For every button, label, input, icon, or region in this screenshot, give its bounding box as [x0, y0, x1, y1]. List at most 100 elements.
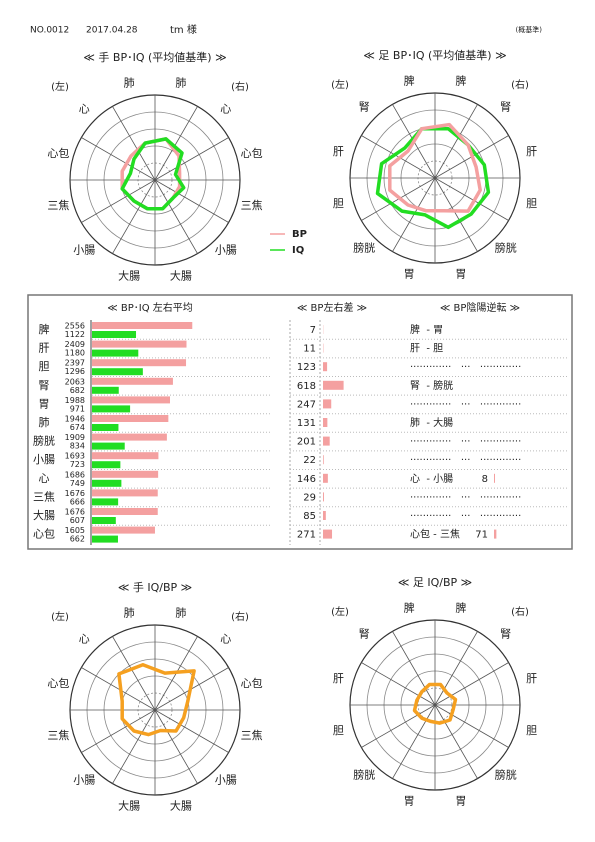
organ-name: 心	[39, 472, 50, 485]
bp-bar	[92, 470, 159, 478]
iq-value: 607	[70, 516, 85, 525]
diff-bar	[323, 511, 326, 520]
table-header: ≪ BP･IQ 左右平均	[107, 301, 193, 314]
spoke	[81, 709, 156, 753]
bp-value: 1686	[65, 470, 85, 479]
organ-name: 肺	[39, 416, 50, 429]
spoke	[434, 662, 509, 706]
axis-label: 胆	[526, 197, 537, 210]
record-number: NO.0012	[30, 26, 69, 36]
axis-label: 胃	[404, 795, 415, 808]
axis-label: 胆	[333, 724, 344, 737]
spoke	[361, 177, 436, 221]
inversion-pair: 肝 - 胆	[410, 343, 443, 355]
spoke	[434, 104, 478, 179]
inversion-value: 8	[482, 474, 488, 485]
iq-bar	[92, 517, 116, 524]
spoke	[392, 631, 436, 706]
inversion-bar	[494, 473, 495, 483]
diff-value: 123	[297, 362, 316, 373]
axis-label: 心包	[241, 147, 263, 160]
chart-title: ≪ 足 IQ/BP ≫	[398, 576, 472, 589]
bp-bar	[92, 415, 169, 422]
bp-value: 1605	[65, 526, 85, 535]
diff-bar	[323, 436, 330, 446]
iq-value: 723	[70, 460, 85, 469]
organ-name: 脾	[39, 322, 50, 336]
organ-name: 胃	[39, 397, 50, 410]
bp-value: 1676	[65, 489, 85, 498]
series-line	[117, 663, 196, 737]
iq-bar	[92, 424, 119, 431]
spoke	[361, 135, 436, 179]
diff-bar	[323, 455, 324, 465]
diff-bar	[323, 399, 332, 409]
axis-label: 脾	[404, 73, 415, 87]
diff-bar	[323, 492, 324, 502]
iq-value: 749	[70, 479, 85, 488]
axis-label: 肺	[124, 76, 135, 89]
axis-label: 小腸	[73, 774, 95, 787]
spoke	[81, 137, 156, 181]
axis-label: 心包	[47, 677, 69, 690]
inversion-pair: ············· ··· ·············	[410, 362, 521, 373]
spoke	[112, 106, 156, 181]
organ-name: 肝	[39, 342, 50, 355]
axis-label: 三焦	[47, 199, 69, 212]
axis-label: 小腸	[73, 244, 95, 257]
table-header: ≪ BP陰陽逆転 ≫	[440, 301, 520, 314]
left-label: (左)	[331, 605, 349, 618]
organ-name: 大腸	[33, 508, 55, 522]
axis-label: 三焦	[47, 729, 69, 742]
bp-bar	[92, 508, 158, 515]
inversion-bar	[494, 529, 497, 539]
axis-label: 肺	[124, 606, 135, 619]
bp-value: 1693	[65, 452, 85, 461]
spoke	[434, 631, 478, 706]
diff-bar	[323, 380, 344, 390]
bp-bar	[92, 377, 173, 385]
spoke	[112, 709, 156, 784]
axis-label: 腎	[500, 627, 511, 640]
iq-value: 662	[70, 535, 85, 544]
diff-value: 131	[297, 418, 316, 429]
axis-label: 心包	[241, 677, 263, 690]
organ-name: 膀胱	[33, 434, 55, 448]
bp-value: 1946	[65, 415, 85, 424]
spoke	[434, 177, 509, 221]
inversion-pair: ············· ··· ·············	[410, 437, 521, 448]
axis-label: 肺	[175, 76, 186, 89]
inversion-pair: ············· ··· ·············	[410, 492, 521, 503]
series-line	[412, 682, 458, 725]
bp-bar	[92, 489, 158, 497]
chart-title: ≪ 足 BP･IQ (平均値基準) ≫	[363, 48, 506, 62]
iq-bar	[92, 479, 122, 487]
left-label: (左)	[51, 80, 69, 93]
axis-label: 肝	[526, 672, 537, 685]
diff-bar	[323, 418, 328, 427]
right-label: (右)	[511, 605, 529, 618]
axis-label: 胃	[404, 268, 415, 281]
iq-value: 1296	[65, 367, 85, 376]
organ-name: 小腸	[33, 453, 55, 466]
left-label: (左)	[331, 78, 349, 91]
bp-value: 2397	[65, 359, 85, 368]
spoke	[154, 709, 198, 784]
inversion-value: 71	[475, 530, 488, 541]
diff-value: 22	[303, 455, 316, 466]
iq-value: 1122	[65, 330, 85, 339]
diff-value: 29	[303, 492, 316, 503]
table-frame	[27, 294, 573, 550]
spoke	[434, 177, 478, 252]
axis-label: 胆	[333, 197, 344, 210]
organ-name: 胆	[39, 360, 50, 373]
iq-value: 682	[70, 386, 85, 395]
axis-label: 小腸	[215, 774, 237, 787]
iq-bar	[92, 386, 119, 394]
axis-label: 肝	[333, 145, 344, 158]
spoke	[81, 667, 156, 711]
inversion-pair: 肺 - 大腸	[410, 416, 453, 429]
legend-label: BP	[292, 229, 307, 240]
iq-value: 834	[70, 442, 85, 451]
